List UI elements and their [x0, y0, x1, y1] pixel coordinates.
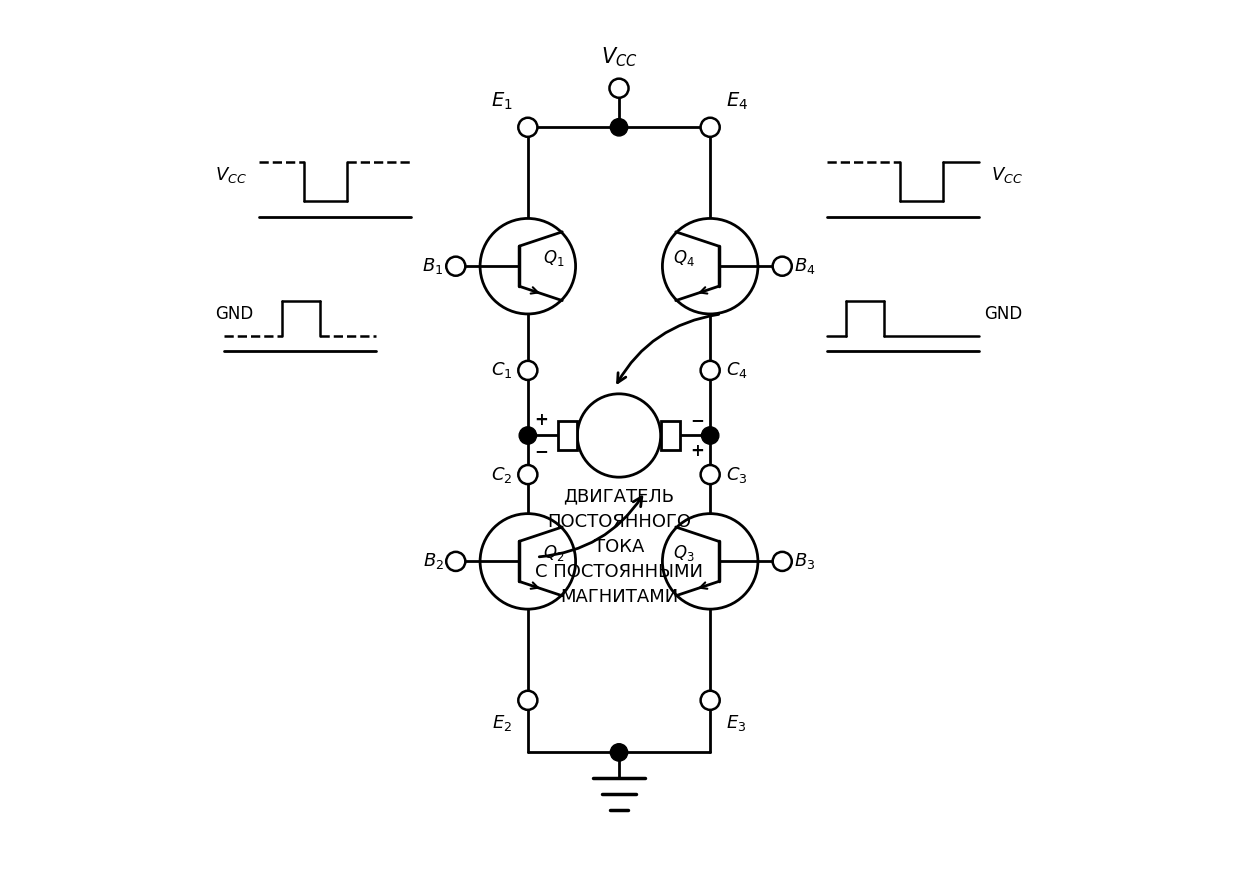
Text: $Q_3$: $Q_3$	[673, 543, 695, 563]
Text: $E_1$: $E_1$	[490, 91, 513, 111]
Circle shape	[480, 219, 576, 314]
Bar	[558, 421, 577, 450]
Circle shape	[610, 744, 628, 761]
Bar	[661, 421, 680, 450]
Text: $E_2$: $E_2$	[491, 713, 513, 733]
Text: $C_3$: $C_3$	[725, 464, 748, 484]
Text: $C_4$: $C_4$	[725, 361, 748, 381]
Circle shape	[519, 465, 537, 484]
Text: $Q_1$: $Q_1$	[543, 247, 565, 267]
Text: GND: GND	[215, 305, 254, 323]
Text: $C_2$: $C_2$	[491, 464, 513, 484]
Circle shape	[662, 219, 758, 314]
Text: $B_2$: $B_2$	[422, 551, 443, 571]
Text: $C_1$: $C_1$	[490, 361, 513, 381]
Circle shape	[662, 514, 758, 609]
Text: $B_4$: $B_4$	[795, 256, 816, 276]
Circle shape	[610, 118, 628, 136]
Circle shape	[773, 257, 792, 276]
Circle shape	[773, 552, 792, 571]
Circle shape	[702, 427, 719, 444]
Text: $Q_4$: $Q_4$	[672, 247, 695, 267]
Text: −: −	[534, 442, 547, 460]
Circle shape	[701, 691, 719, 710]
Text: +: +	[691, 442, 704, 460]
Circle shape	[609, 78, 629, 98]
Circle shape	[577, 394, 661, 477]
Text: $B_3$: $B_3$	[795, 551, 816, 571]
Circle shape	[701, 118, 719, 137]
Circle shape	[519, 427, 536, 444]
Text: −: −	[691, 411, 704, 429]
Text: +: +	[534, 411, 547, 429]
Text: $V_{CC}$: $V_{CC}$	[990, 165, 1023, 185]
Circle shape	[519, 691, 537, 710]
Circle shape	[701, 465, 719, 484]
Text: ДВИГАТЕЛЬ
ПОСТОЯННОГО
ТОКА
С ПОСТОЯННЫМИ
МАГНИТАМИ: ДВИГАТЕЛЬ ПОСТОЯННОГО ТОКА С ПОСТОЯННЫМИ…	[535, 488, 703, 605]
Text: $B_1$: $B_1$	[422, 256, 443, 276]
Text: GND: GND	[984, 305, 1023, 323]
Circle shape	[519, 361, 537, 380]
Circle shape	[519, 118, 537, 137]
Text: $Q_2$: $Q_2$	[543, 543, 565, 563]
Text: $E_4$: $E_4$	[725, 91, 748, 111]
Text: $V_{CC}$: $V_{CC}$	[215, 165, 248, 185]
Circle shape	[701, 361, 719, 380]
Circle shape	[446, 257, 465, 276]
Circle shape	[446, 552, 465, 571]
Circle shape	[480, 514, 576, 609]
Text: $E_3$: $E_3$	[725, 713, 747, 733]
Text: $V_{CC}$: $V_{CC}$	[600, 45, 638, 69]
